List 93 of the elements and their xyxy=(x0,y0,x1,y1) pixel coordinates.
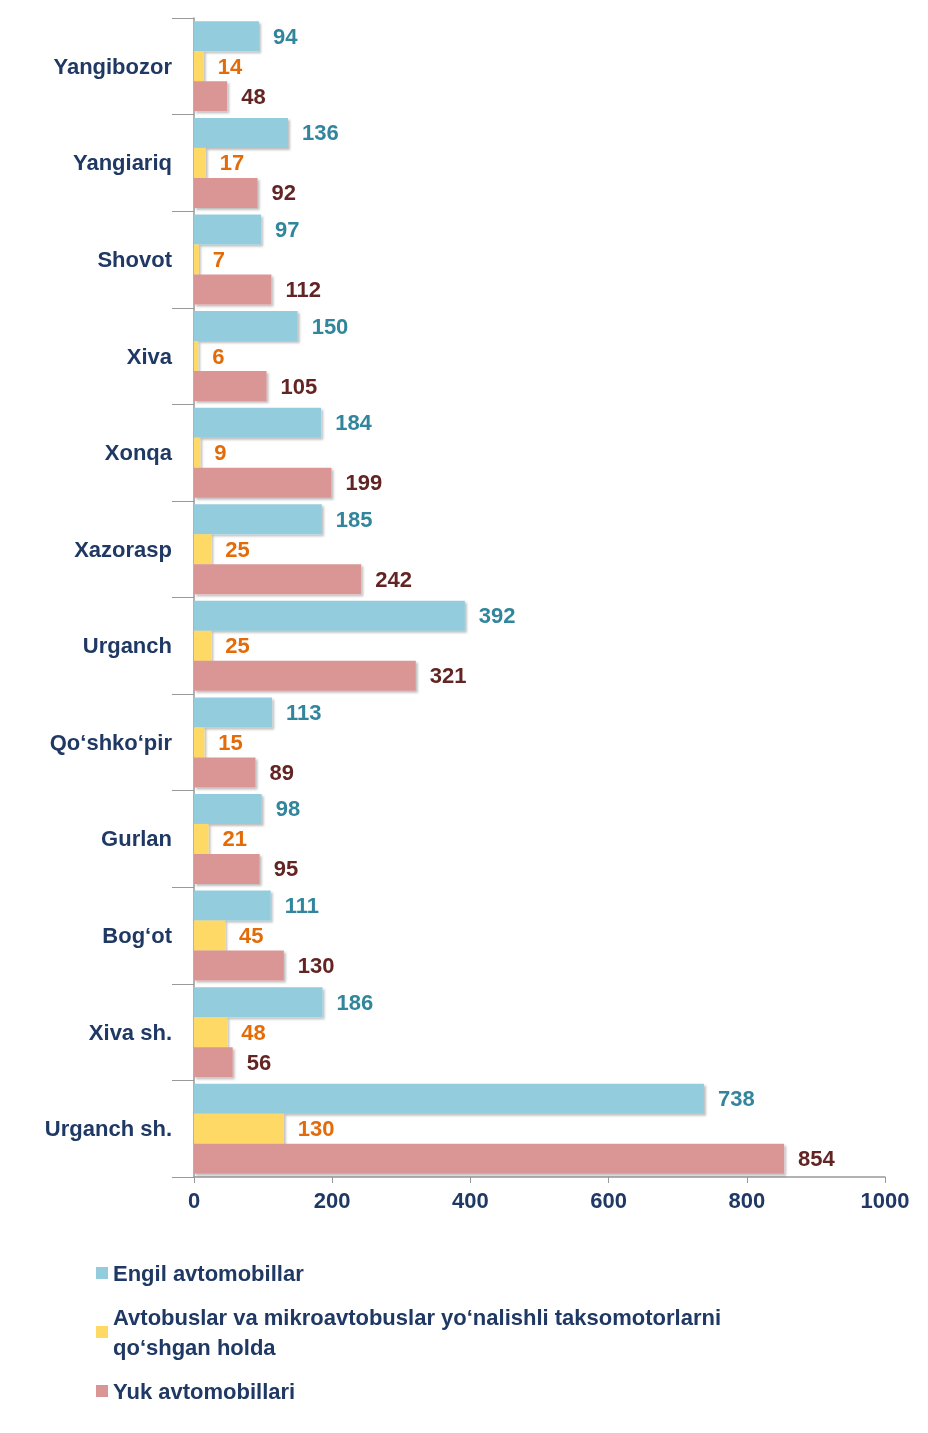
y-tick-label: Xonqa xyxy=(104,440,173,466)
legend-label: Engil avtomobillar xyxy=(113,1260,305,1286)
bar xyxy=(194,757,256,788)
data-label: 130 xyxy=(297,953,335,979)
data-label: 14 xyxy=(217,53,243,79)
bar xyxy=(194,81,228,112)
data-label: 185 xyxy=(335,506,373,532)
data-label: 95 xyxy=(273,856,299,882)
data-label: 98 xyxy=(275,796,301,822)
x-tick-label: 800 xyxy=(728,1187,766,1213)
data-label: 105 xyxy=(280,373,318,399)
data-label: 150 xyxy=(311,313,349,339)
data-label: 25 xyxy=(225,633,250,659)
bar xyxy=(194,660,416,691)
bar xyxy=(194,147,206,178)
data-label: 112 xyxy=(285,276,321,302)
bar xyxy=(194,407,322,438)
data-label: 97 xyxy=(275,216,300,242)
bar xyxy=(194,1017,228,1048)
data-label: 48 xyxy=(241,83,266,109)
data-label: 113 xyxy=(286,699,322,725)
bar xyxy=(194,920,226,951)
y-tick-label: Qo‘shko‘pir xyxy=(49,729,173,755)
bar xyxy=(194,341,199,372)
data-label: 6 xyxy=(212,343,225,369)
bar xyxy=(194,371,267,402)
bar xyxy=(194,853,260,884)
y-tick-label: Shovot xyxy=(97,246,173,272)
y-tick-label: Urganch xyxy=(82,633,172,659)
data-label: 7 xyxy=(212,246,226,272)
data-label: 242 xyxy=(375,566,412,592)
bar xyxy=(194,467,332,498)
bar xyxy=(194,214,262,245)
bar xyxy=(194,727,205,758)
y-tick-label: Gurlan xyxy=(101,826,172,852)
data-label: 392 xyxy=(478,603,516,629)
bar xyxy=(194,697,273,728)
data-label: 25 xyxy=(225,536,250,562)
data-label: 48 xyxy=(241,1019,266,1045)
data-label: 15 xyxy=(218,729,243,755)
bar xyxy=(194,630,212,661)
bar xyxy=(194,1113,284,1144)
data-label: 199 xyxy=(345,470,383,496)
bar xyxy=(194,311,298,342)
y-tick-label: Bog‘ot xyxy=(102,923,173,949)
bar xyxy=(194,1047,233,1078)
data-label: 186 xyxy=(336,989,374,1015)
data-label: 92 xyxy=(271,180,297,206)
data-label: 321 xyxy=(429,663,467,689)
bar xyxy=(194,504,322,535)
bar xyxy=(194,564,362,595)
data-label: 184 xyxy=(335,410,373,436)
bar xyxy=(194,21,259,52)
data-label: 130 xyxy=(297,1116,335,1142)
bar xyxy=(194,534,212,565)
data-label: 21 xyxy=(222,826,247,852)
y-tick-label: Xazorasp xyxy=(74,536,172,562)
bar xyxy=(194,600,465,631)
data-label: 854 xyxy=(798,1146,836,1172)
x-tick-label: 600 xyxy=(590,1187,627,1213)
y-tick-label: Xiva xyxy=(126,343,173,369)
bar xyxy=(194,1143,785,1174)
x-tick-label: 200 xyxy=(313,1187,351,1213)
bar xyxy=(194,793,262,824)
data-label: 45 xyxy=(239,923,264,949)
data-label: 9 xyxy=(214,440,227,466)
bar xyxy=(194,244,199,275)
y-tick-label: Yangiariq xyxy=(72,150,172,176)
y-tick-label: Urganch sh. xyxy=(44,1116,172,1142)
bar xyxy=(194,950,284,981)
bar xyxy=(194,117,288,148)
legend-label: Avtobuslar va mikroavtobuslar yo‘nalishli taksomotorlarni qo‘shgan holda xyxy=(113,1304,728,1360)
data-label: 89 xyxy=(269,759,294,785)
bar xyxy=(194,890,271,921)
bar xyxy=(194,823,209,854)
data-label: 94 xyxy=(272,23,299,49)
x-tick-label: 1000 xyxy=(860,1187,910,1213)
data-label: 136 xyxy=(301,120,339,146)
x-tick-label: 400 xyxy=(452,1187,489,1213)
bar xyxy=(194,274,272,305)
bar xyxy=(194,987,323,1018)
x-tick-label: 0 xyxy=(187,1187,201,1213)
legend-label: Yuk avtomobillari xyxy=(113,1378,296,1404)
bar xyxy=(194,51,204,82)
y-tick-label: Yangibozor xyxy=(53,53,173,79)
data-label: 17 xyxy=(219,150,245,176)
data-label: 111 xyxy=(284,893,319,919)
data-label: 738 xyxy=(717,1086,755,1112)
bar xyxy=(194,1083,704,1114)
bar xyxy=(194,437,201,468)
y-tick-label: Xiva sh. xyxy=(88,1019,172,1045)
data-label: 56 xyxy=(246,1049,272,1075)
bar xyxy=(194,177,258,208)
